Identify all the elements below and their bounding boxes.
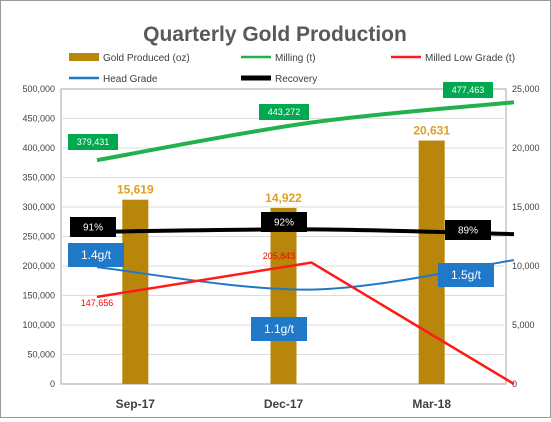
milled-low-grade-data-label: 147,656 (81, 298, 114, 308)
bar (270, 207, 297, 384)
x-axis-category-label: Dec-17 (264, 397, 304, 411)
legend-label: Milling (t) (275, 53, 316, 64)
recovery-data-label: 89% (458, 226, 478, 237)
x-axis-category-label: Sep-17 (116, 397, 156, 411)
head-grade-data-label-box (251, 317, 307, 341)
right-axis-tick-label: 0 (512, 379, 517, 389)
head-grade-data-label: 1.1g/t (264, 322, 295, 336)
milling-data-label: 379,431 (77, 137, 110, 147)
bar (418, 140, 445, 384)
left-axis-tick-label: 100,000 (22, 320, 55, 330)
milling-data-label: 443,272 (268, 107, 301, 117)
right-axis-tick-label: 5,000 (512, 320, 535, 330)
head-grade-data-label-box (68, 243, 124, 267)
legend-label: Milled Low Grade (t) (425, 53, 515, 64)
chart-title: Quarterly Gold Production (143, 23, 407, 46)
legend-swatch (69, 53, 99, 61)
legend-label: Recovery (275, 74, 317, 85)
head-grade-data-label-box (438, 263, 494, 287)
milling-data-label-box (443, 82, 493, 98)
milling-data-label-box (68, 134, 118, 150)
left-axis-tick-label: 250,000 (22, 232, 55, 242)
legend-label: Gold Produced (oz) (103, 53, 190, 64)
recovery-data-label: 92% (274, 218, 294, 229)
right-axis-tick-label: 20,000 (512, 143, 540, 153)
left-axis-tick-label: 150,000 (22, 291, 55, 301)
right-axis-tick-label: 25,000 (512, 84, 540, 94)
left-axis-tick-label: 50,000 (27, 350, 55, 360)
recovery-data-label-box (70, 217, 116, 237)
left-axis-tick-label: 200,000 (22, 261, 55, 271)
bar-data-label: 15,619 (117, 183, 154, 197)
milling-data-label: 477,463 (452, 85, 485, 95)
left-axis-tick-label: 500,000 (22, 84, 55, 94)
left-axis-tick-label: 400,000 (22, 143, 55, 153)
right-axis-tick-label: 15,000 (512, 202, 540, 212)
left-axis-tick-label: 350,000 (22, 173, 55, 183)
x-axis-category-label: Mar-18 (412, 397, 451, 411)
head-grade-data-label: 1.5g/t (451, 268, 482, 282)
left-axis-tick-label: 300,000 (22, 202, 55, 212)
series-line-milled-low-grade (96, 261, 515, 386)
milled-low-grade-data-label: 205,843 (263, 251, 296, 261)
series-line-milling (96, 100, 515, 163)
bar-data-label: 14,922 (265, 191, 302, 205)
legend-label: Head Grade (103, 74, 158, 85)
recovery-data-label-box (261, 212, 307, 232)
left-axis-tick-label: 0 (50, 379, 55, 389)
right-axis-tick-label: 10,000 (512, 261, 540, 271)
milling-data-label-box (259, 104, 309, 120)
recovery-data-label: 91% (83, 223, 103, 234)
head-grade-data-label: 1.4g/t (81, 248, 112, 262)
bar-data-label: 20,631 (413, 124, 450, 138)
left-axis-tick-label: 450,000 (22, 114, 55, 124)
recovery-data-label-box (445, 220, 491, 240)
